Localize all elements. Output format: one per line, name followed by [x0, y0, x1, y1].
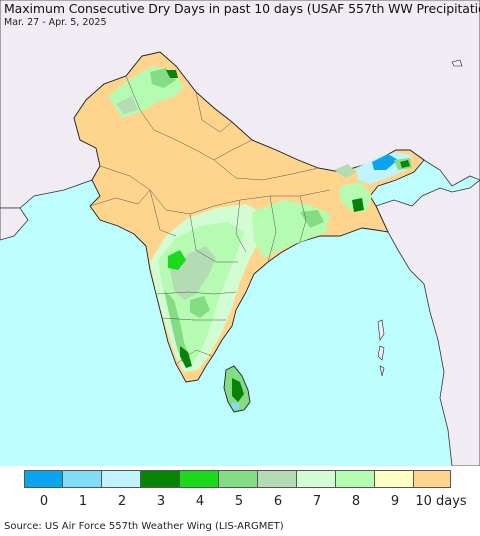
legend-label-3: 3	[156, 494, 166, 509]
legend-swatch-5	[219, 470, 258, 488]
legend-swatch-6	[258, 470, 297, 488]
bangladesh-moist	[340, 182, 372, 212]
legend-swatch-3	[141, 470, 180, 488]
legend-label-6: 6	[273, 494, 283, 509]
kashmir-grey	[116, 96, 138, 114]
internal-boundaries	[89, 75, 331, 365]
sri-lanka-blue-patch	[232, 402, 240, 410]
legend-swatch-7	[297, 470, 336, 488]
source-note: Source: US Air Force 557th Weather Wing …	[4, 521, 284, 532]
legend-label-10: 10 days	[415, 494, 467, 509]
legend-swatch-1	[63, 470, 102, 488]
map-title: Maximum Consecutive Dry Days in past 10 …	[4, 1, 480, 16]
legend-label-5: 5	[234, 494, 244, 509]
arabian-peninsula-land	[0, 207, 29, 241]
bangladesh-dark	[352, 198, 364, 212]
northeast-blue	[372, 154, 398, 170]
andaman-islands	[377, 59, 463, 377]
legend-swatch-2	[102, 470, 141, 488]
peninsula-moist-grey	[170, 246, 216, 300]
maharashtra-wet	[168, 250, 186, 270]
kashmir-dark	[166, 70, 178, 78]
map-area: Maximum Consecutive Dry Days in past 10 …	[0, 0, 480, 466]
title-block: Maximum Consecutive Dry Days in past 10 …	[0, 0, 480, 34]
map-canvas	[0, 0, 480, 466]
legend-label-2: 2	[117, 494, 127, 509]
legend-swatch-4	[180, 470, 219, 488]
legend-swatch-9	[375, 470, 414, 488]
east-india-patch	[300, 210, 324, 228]
legend-swatch-10	[414, 470, 451, 488]
legend-swatch-8	[336, 470, 375, 488]
sri-lanka-wet-core	[232, 378, 244, 402]
legend-label-9: 9	[390, 494, 400, 509]
legend-label-7: 7	[312, 494, 322, 509]
color-legend: 0 1 2 3 4 5 6 7 8 9 10 days	[0, 466, 480, 516]
legend-label-4: 4	[195, 494, 205, 509]
legend-swatch-0	[24, 470, 63, 488]
legend-label-0: 0	[39, 494, 49, 509]
nepal-moist	[334, 164, 356, 178]
legend-label-1: 1	[78, 494, 88, 509]
legend-label-8: 8	[351, 494, 361, 509]
outside-land-east	[375, 179, 480, 466]
northeast-dark	[400, 160, 410, 168]
map-subtitle: Mar. 27 - Apr. 5, 2025	[4, 17, 107, 28]
western-ghats-strip	[164, 290, 190, 362]
karnataka-green	[190, 296, 210, 318]
